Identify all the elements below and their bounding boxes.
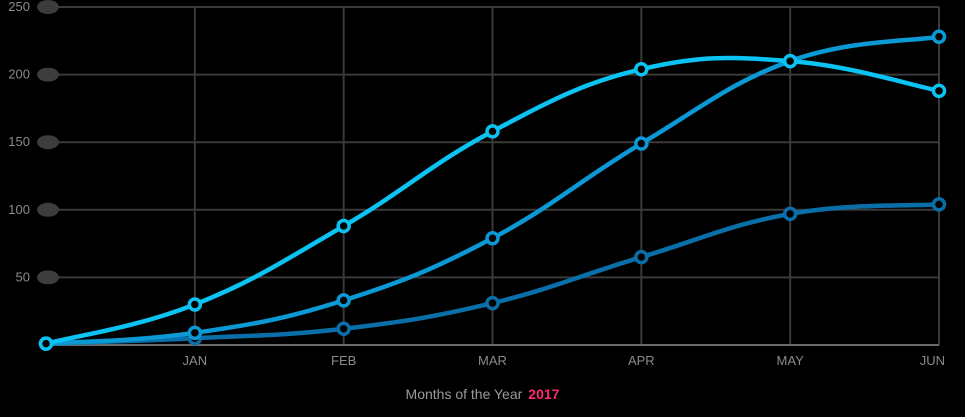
x-tick-label: APR xyxy=(628,353,655,368)
x-tick-label: JUN xyxy=(920,353,945,368)
x-axis-ticks: JAN FEB MAR APR MAY JUN xyxy=(183,353,945,368)
y-tick-dot xyxy=(37,202,59,217)
data-point xyxy=(38,336,54,351)
x-tick-label: JAN xyxy=(183,353,208,368)
data-point xyxy=(634,61,649,77)
x-axis-title: Months of the Year 2017 xyxy=(0,386,965,402)
data-point xyxy=(931,29,947,44)
x-tick-label: MAR xyxy=(478,353,507,368)
y-axis-ticks: 250 200 150 100 50 xyxy=(8,0,59,285)
data-point xyxy=(931,197,947,212)
data-point xyxy=(187,325,203,341)
x-tick-label: MAY xyxy=(777,353,805,368)
x-axis-year: 2017 xyxy=(528,386,560,402)
y-tick-dot xyxy=(37,0,59,14)
data-point xyxy=(485,124,500,139)
series-points xyxy=(38,29,947,351)
data-point xyxy=(931,83,947,99)
data-point xyxy=(634,136,649,151)
data-point xyxy=(336,293,351,308)
y-tick-label: 250 xyxy=(8,0,30,14)
y-tick-label: 200 xyxy=(8,67,30,82)
x-axis-label: Months of the Year xyxy=(405,386,523,402)
data-point xyxy=(336,218,351,234)
y-tick-dot xyxy=(37,135,59,150)
y-tick-dot xyxy=(37,270,59,285)
data-point xyxy=(485,295,500,311)
data-point xyxy=(782,206,798,222)
y-tick-label: 150 xyxy=(8,134,30,149)
y-tick-dot xyxy=(37,67,59,82)
data-point xyxy=(485,230,500,246)
x-tick-label: FEB xyxy=(331,353,356,368)
data-point xyxy=(782,53,798,69)
data-point xyxy=(336,321,351,337)
y-tick-label: 100 xyxy=(8,202,30,217)
data-point xyxy=(634,249,649,265)
y-tick-label: 50 xyxy=(16,269,30,284)
data-point xyxy=(187,297,203,312)
